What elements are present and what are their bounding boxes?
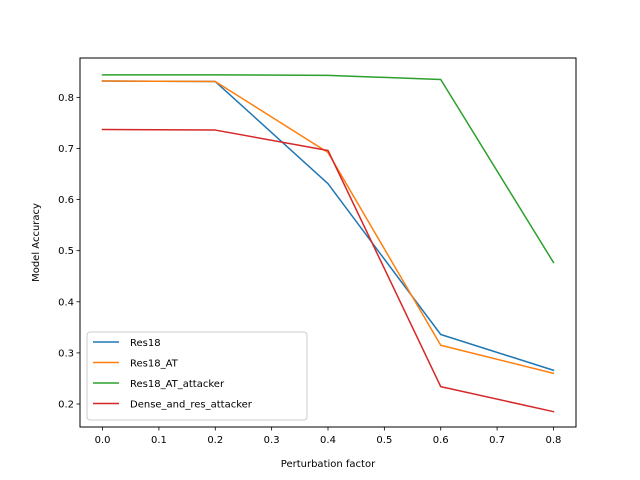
y-tick-label: 0.6 <box>58 195 74 206</box>
legend-box <box>86 331 308 421</box>
series-line-res18-at-attacker <box>101 74 555 264</box>
series-layer <box>101 74 555 413</box>
legend-label: Res18_AT <box>130 359 179 370</box>
y-tick-label: 0.3 <box>58 348 74 359</box>
series-line-dense-and-res-attacker <box>101 128 555 413</box>
x-axis-label: Perturbation factor <box>281 459 376 470</box>
x-tick-label: 0.5 <box>376 435 392 446</box>
series-line-res18-at <box>101 80 555 375</box>
y-axis-label: Model Accuracy <box>31 203 42 282</box>
x-tick-label: 0.7 <box>489 435 505 446</box>
x-tick-label: 0.1 <box>151 435 167 446</box>
y-tick-label: 0.2 <box>58 400 74 411</box>
y-tick-label: 0.4 <box>58 297 74 308</box>
legend: Res18 Res18_AT Res18_AT_attacker Dense_and_… <box>86 331 308 421</box>
x-tick-label: 0.3 <box>264 435 280 446</box>
x-tick-label: 0.2 <box>207 435 223 446</box>
legend-label: Res18 <box>130 338 161 349</box>
x-tick-label: 0.8 <box>546 435 562 446</box>
x-tick-label: 0.4 <box>320 435 336 446</box>
y-tick-label: 0.7 <box>58 144 74 155</box>
x-tick-label: 0.0 <box>95 435 111 446</box>
legend-label: Dense_and_res_attacker <box>130 400 253 411</box>
x-tick-label: 0.6 <box>433 435 449 446</box>
y-axis: 0.2 0.3 0.4 0.5 0.6 0.7 0.8 <box>58 93 80 411</box>
legend-label: Res18_AT_attacker <box>130 379 225 390</box>
y-tick-label: 0.8 <box>58 93 74 104</box>
x-axis: 0.0 0.1 0.2 0.3 0.4 0.5 0.6 0.7 0.8 <box>95 427 562 446</box>
y-tick-label: 0.5 <box>58 246 74 257</box>
